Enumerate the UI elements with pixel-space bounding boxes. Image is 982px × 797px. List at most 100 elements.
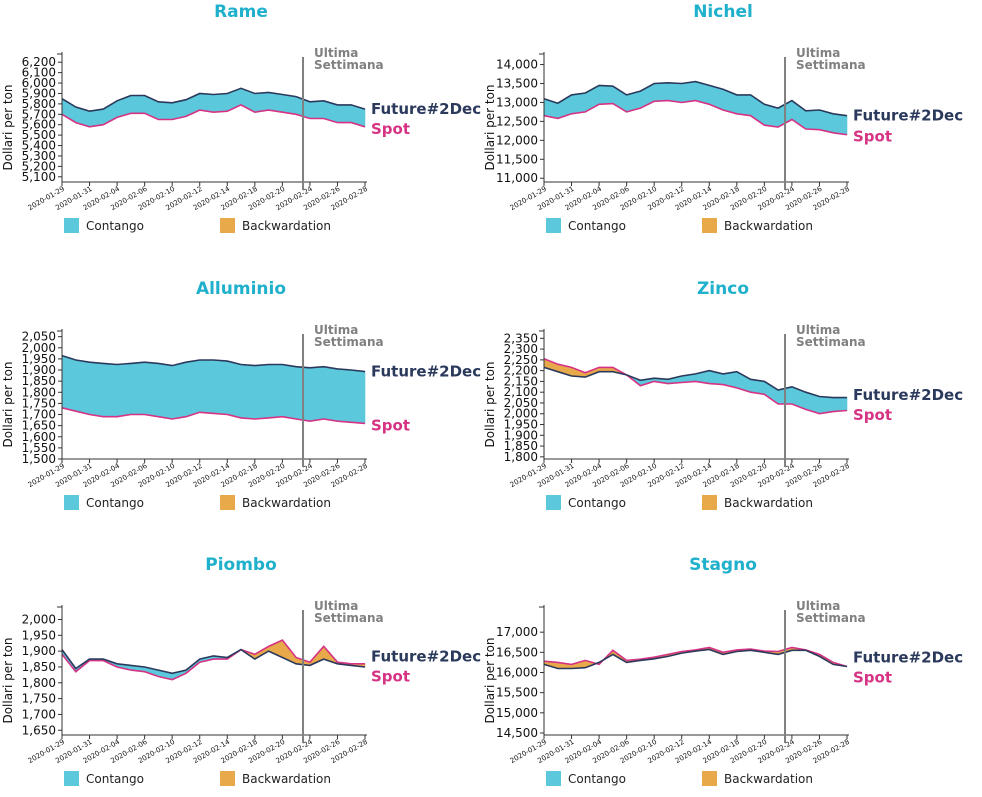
y-axis-label: Dollari per ton: [483, 361, 497, 447]
legend-contango-label: Contango: [86, 772, 144, 786]
y-tick-label: 11,500: [496, 152, 538, 166]
y-tick-label: 2,000: [22, 612, 56, 626]
contango-area: [171, 361, 187, 420]
spot-label: Spot: [371, 667, 410, 685]
legend-contango-label: Contango: [568, 772, 626, 786]
y-tick-label: 13,000: [496, 95, 538, 109]
contango-area: [282, 94, 297, 115]
annotation-ultima: Ultima: [314, 599, 358, 613]
contango-area: [130, 361, 145, 415]
y-tick-label: 15,500: [496, 686, 538, 700]
future-label: Future#2Dec: [371, 363, 481, 381]
y-tick-label: 5,100: [22, 170, 56, 184]
legend-contango-swatch: [546, 218, 561, 233]
contango-area: [227, 360, 242, 419]
legend-contango-label: Contango: [86, 219, 144, 233]
y-axis-label: Dollari per ton: [1, 637, 15, 723]
spot-label: Spot: [371, 120, 410, 138]
contango-area: [667, 82, 682, 103]
y-tick-label: 1,950: [22, 352, 56, 366]
chart-title: Zinco: [697, 279, 749, 299]
y-tick-label: 1,650: [22, 419, 56, 433]
y-tick-label: 5,700: [22, 107, 56, 121]
y-tick-label: 2,050: [504, 396, 538, 410]
contango-area: [158, 101, 173, 120]
contango-area: [309, 366, 324, 422]
spot-line: [543, 358, 848, 415]
contango-area: [598, 85, 614, 105]
contango-area: [89, 108, 104, 128]
y-tick-label: 16,500: [496, 645, 538, 659]
contango-area: [282, 364, 297, 420]
contango-area: [254, 364, 269, 420]
legend-contango-label: Contango: [568, 219, 626, 233]
y-tick-label: 12,500: [496, 114, 538, 128]
chart-title: Stagno: [689, 555, 757, 575]
y-tick-label: 1,900: [22, 644, 56, 658]
contango-area: [116, 363, 132, 418]
y-tick-label: 1,850: [22, 660, 56, 674]
y-tick-label: 1,600: [22, 430, 56, 444]
annotation-settimana: Settimana: [796, 335, 866, 349]
y-tick-label: 14,500: [496, 726, 538, 740]
contango-area: [653, 82, 669, 102]
y-tick-label: 1,850: [504, 439, 538, 453]
spot-label: Spot: [371, 416, 410, 434]
y-tick-label: 1,800: [22, 385, 56, 399]
chart-panel-alluminio: Alluminio1,5001,5501,6001,6501,7001,7501…: [1, 279, 481, 510]
y-tick-label: 1,900: [504, 428, 538, 442]
legend-backwardation-label: Backwardation: [724, 496, 813, 510]
y-tick-label: 1,750: [22, 692, 56, 706]
y-tick-label: 2,200: [504, 364, 538, 378]
contango-area: [309, 100, 324, 119]
y-tick-label: 17,000: [496, 625, 538, 639]
contango-area: [103, 363, 118, 417]
contango-area: [268, 364, 283, 419]
y-tick-label: 5,600: [22, 118, 56, 132]
y-tick-label: 15,000: [496, 706, 538, 720]
legend-backwardation-label: Backwardation: [242, 496, 331, 510]
annotation-ultima: Ultima: [796, 599, 840, 613]
contango-area: [832, 397, 848, 412]
y-axis-label: Dollari per ton: [1, 361, 15, 447]
legend-backwardation-swatch: [220, 495, 235, 510]
contango-area: [736, 94, 751, 117]
annotation-ultima: Ultima: [314, 46, 358, 60]
legend-backwardation-label: Backwardation: [242, 772, 331, 786]
y-tick-label: 2,250: [504, 353, 538, 367]
contango-area: [144, 361, 159, 418]
legend-contango-swatch: [64, 218, 79, 233]
y-tick-label: 5,500: [22, 128, 56, 142]
y-tick-label: 1,850: [22, 374, 56, 388]
legend-backwardation-label: Backwardation: [724, 219, 813, 233]
contango-area: [337, 368, 352, 423]
annotation-settimana: Settimana: [796, 611, 866, 625]
y-tick-label: 2,350: [504, 331, 538, 345]
legend-contango-swatch: [546, 495, 561, 510]
contango-area: [89, 361, 104, 418]
spot-line: [61, 639, 365, 681]
contango-area: [240, 364, 256, 420]
contango-area: [254, 92, 269, 113]
y-tick-label: 11,000: [496, 171, 538, 185]
contango-area: [323, 366, 338, 422]
y-tick-label: 2,050: [22, 330, 56, 344]
y-tick-label: 12,000: [496, 133, 538, 147]
future-label: Future#2Dec: [853, 648, 963, 666]
chart-panel-zinco: Zinco 1,8001,8501,9001,9502,0002,0502,100…: [483, 279, 963, 510]
legend-backwardation-label: Backwardation: [724, 772, 813, 786]
y-axis-label: Dollari per ton: [483, 84, 497, 170]
y-tick-label: 2,300: [504, 342, 538, 356]
contango-area: [185, 359, 200, 418]
y-tick-label: 1,650: [22, 723, 56, 737]
spot-line: [543, 646, 848, 668]
chart-panel-nichel: Nichel 11,000 11,500 12,000 12,500 13,000 13,5…: [483, 2, 963, 233]
legend-contango-swatch: [546, 771, 561, 786]
y-axis-label: Dollari per ton: [483, 637, 497, 723]
y-tick-label: 5,400: [22, 139, 56, 153]
y-tick-label: 1,950: [504, 418, 538, 432]
contango-area: [199, 359, 214, 414]
y-tick-label: 2,100: [504, 385, 538, 399]
y-tick-label: 6,200: [22, 55, 56, 69]
